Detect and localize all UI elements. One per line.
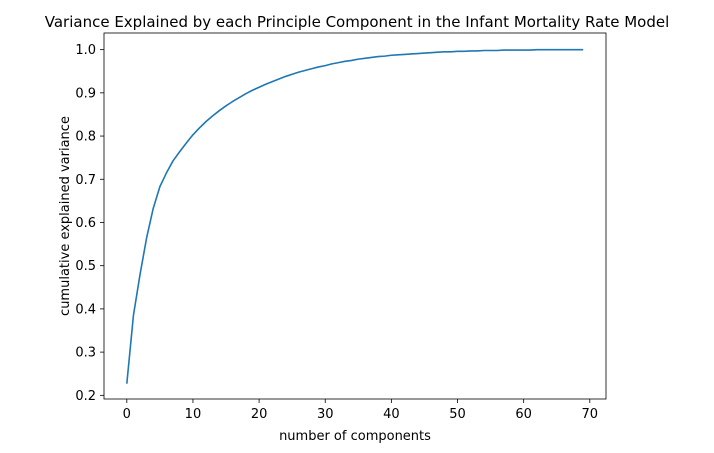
y-tick-label: 0.9	[75, 86, 96, 101]
chart-title: Variance Explained by each Principle Com…	[45, 13, 670, 31]
plot-area	[126, 48, 584, 384]
x-tick-label: 60	[515, 407, 532, 422]
x-tick-label: 0	[123, 407, 131, 422]
y-tick-label: 0.5	[75, 259, 96, 274]
y-axis-label: cumulative explained variance	[58, 116, 73, 316]
y-tick-label: 0.7	[75, 173, 96, 188]
x-axis: 0 10 20 30 40 50 60 70	[123, 399, 598, 422]
y-tick-label: 0.2	[75, 389, 96, 404]
series-line-0	[126, 48, 584, 384]
x-tick-label: 20	[251, 407, 268, 422]
y-tick-label: 0.4	[75, 302, 96, 317]
x-tick-label: 30	[317, 407, 334, 422]
x-tick-label: 10	[185, 407, 202, 422]
y-tick-label: 0.8	[75, 130, 96, 145]
x-tick-label: 40	[383, 407, 400, 422]
y-axis: 0.2 0.3 0.4 0.5 0.6 0.7 0.8 0.9 1.0	[75, 43, 104, 404]
y-tick-label: 1.0	[75, 43, 96, 58]
x-axis-label: number of components	[279, 429, 431, 444]
x-tick-label: 70	[582, 407, 599, 422]
axes-frame	[103, 32, 607, 400]
y-tick-label: 0.3	[75, 346, 96, 361]
y-tick-label: 0.6	[75, 216, 96, 231]
x-tick-label: 50	[449, 407, 466, 422]
